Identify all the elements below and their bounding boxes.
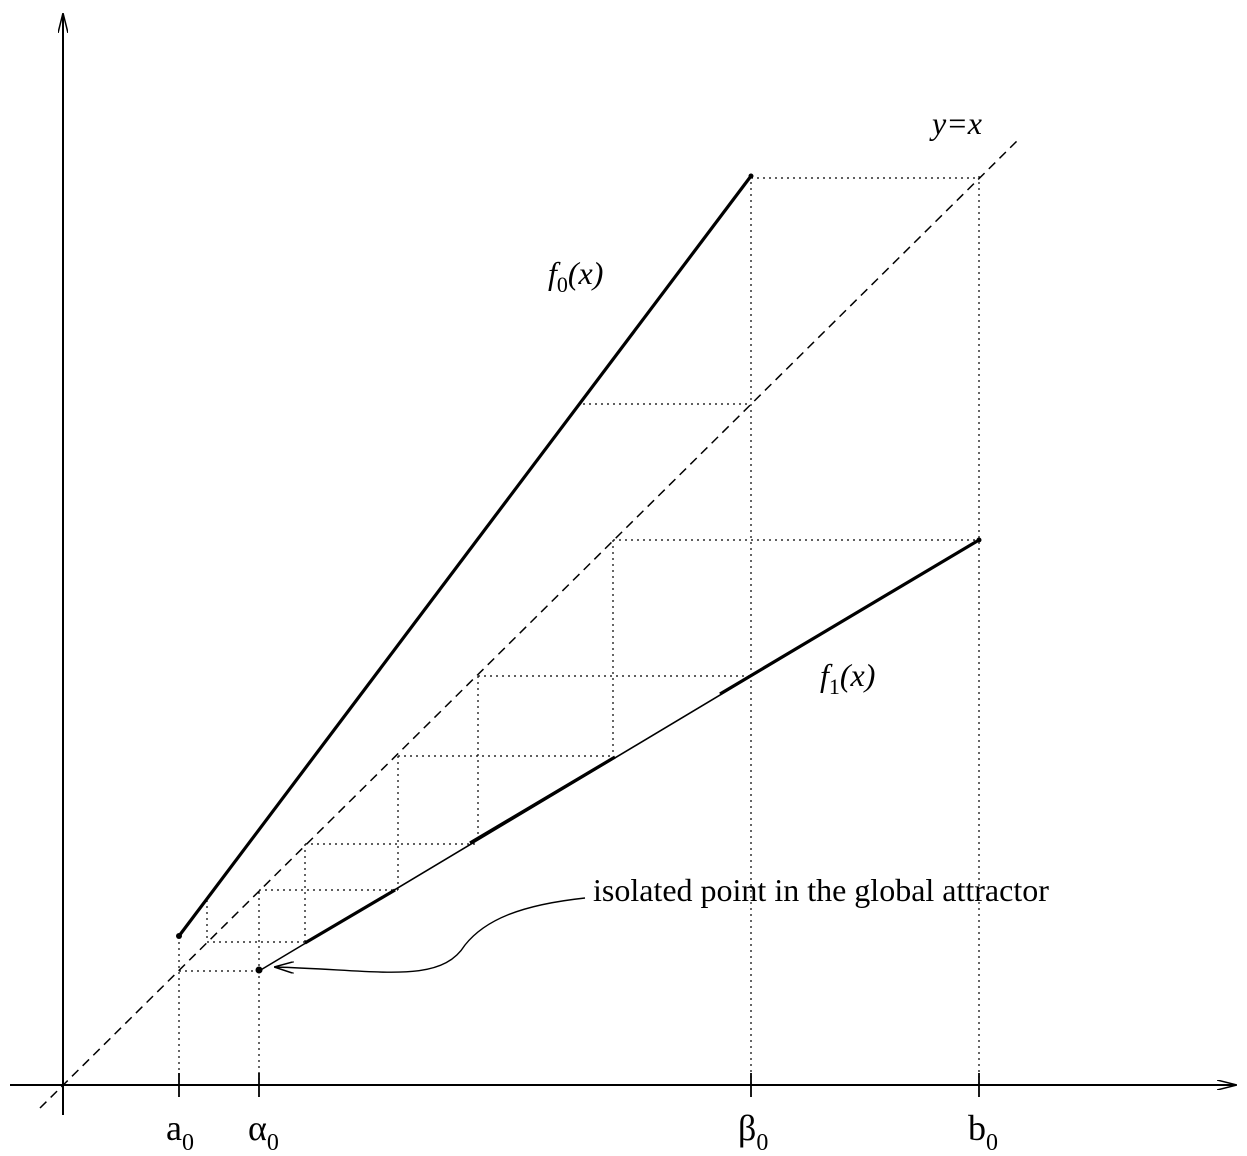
diagonal-label: y=x xyxy=(929,105,982,141)
f1-endpoint-dot xyxy=(976,537,982,543)
tick-label-b0: b0 xyxy=(968,1108,998,1156)
cobweb-guides xyxy=(178,176,980,1085)
f0-line xyxy=(177,175,753,937)
f1-thick-segment xyxy=(719,538,980,696)
f1-label: f1(x) xyxy=(820,657,875,699)
x-ticks xyxy=(178,1073,980,1097)
f0-endpoint-dot xyxy=(176,933,182,939)
f1-thick-segment xyxy=(469,755,616,845)
tick-label-beta0: β0 xyxy=(738,1108,768,1156)
annotation-text: isolated point in the global attractor xyxy=(593,872,1049,908)
annotation-arrow xyxy=(275,897,586,972)
diagonal-line xyxy=(39,139,1019,1109)
tick-label-a0: a0 xyxy=(166,1108,194,1156)
tick-label-alpha0: α0 xyxy=(248,1108,279,1156)
f1-thick-segment xyxy=(304,888,396,945)
f0-label: f0(x) xyxy=(548,255,603,297)
f0-endpoint-dot xyxy=(748,173,754,179)
isolated-point-dot xyxy=(255,966,263,974)
